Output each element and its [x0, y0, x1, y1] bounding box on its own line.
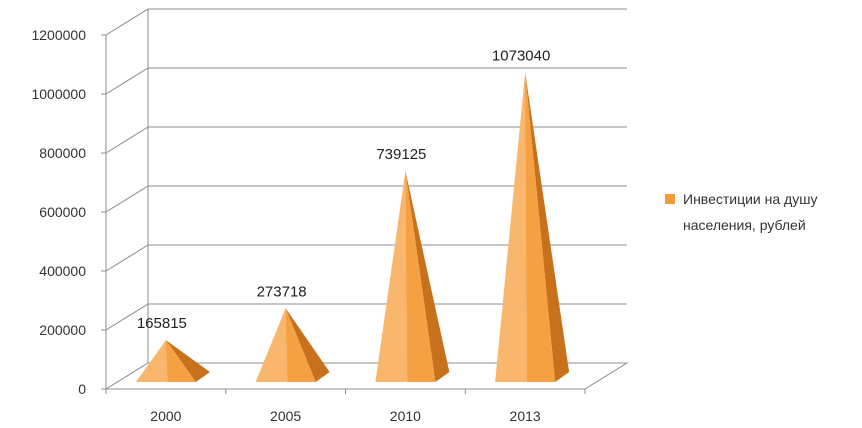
data-label: 739125 — [376, 146, 426, 163]
legend-label-line2: населения, рублей — [683, 217, 806, 233]
data-label: 165815 — [137, 315, 187, 332]
pyramid-right-face — [165, 340, 210, 382]
data-label: 1073040 — [492, 47, 550, 64]
y-axis-ticks: 0 200000 400000 600000 800000 1000000 1200000 — [31, 27, 86, 397]
pyramid-shade-face — [165, 340, 196, 382]
data-labels: 165815 273718 739125 1073040 — [137, 47, 550, 332]
x-tick-label: 2005 — [270, 408, 301, 424]
y-tick-label: 200000 — [39, 322, 86, 338]
legend-swatch — [665, 194, 675, 204]
y-tick-label: 400000 — [39, 263, 86, 279]
pyramid-right-face — [525, 72, 570, 383]
y-tick-label: 1000000 — [31, 86, 86, 102]
y-tick-label: 0 — [78, 381, 86, 397]
pyramid-shade-face — [405, 170, 436, 382]
x-tick-label: 2000 — [150, 408, 181, 424]
floor — [104, 362, 629, 390]
x-axis-labels: 2000 2005 2010 2013 — [150, 408, 541, 424]
pyramid-right-face — [405, 170, 450, 382]
pyramid-bars — [135, 72, 570, 383]
legend-label-line1: Инвестиции на душу — [683, 191, 817, 207]
x-tick-label: 2010 — [390, 408, 421, 424]
axes — [101, 9, 629, 394]
gridline — [105, 8, 627, 36]
legend: Инвестиции на душу населения, рублей — [665, 191, 817, 233]
x-tick-label: 2013 — [510, 408, 541, 424]
pyramid-right-face — [285, 308, 330, 382]
y-tick-label: 600000 — [39, 204, 86, 220]
pyramid-shade-face — [285, 308, 316, 382]
gridline — [105, 126, 627, 154]
gridline — [105, 67, 627, 95]
y-tick-label: 800000 — [39, 145, 86, 161]
y-tick-label: 1200000 — [31, 27, 86, 43]
gridline — [105, 185, 627, 213]
pyramid-shade-face — [525, 72, 556, 383]
data-label: 273718 — [257, 283, 307, 300]
